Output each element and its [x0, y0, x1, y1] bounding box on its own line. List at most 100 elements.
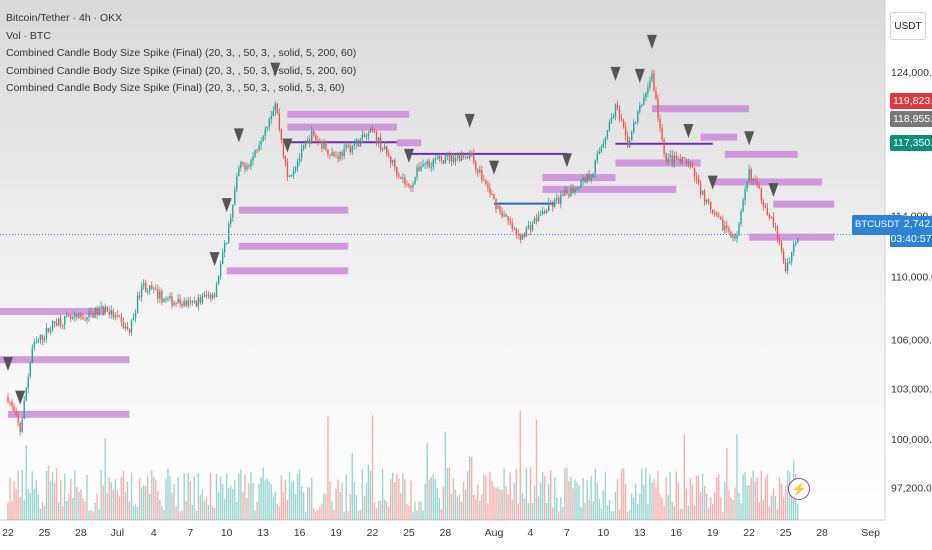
candle-body [195, 300, 198, 307]
candle-body [325, 141, 327, 150]
candle-body [258, 145, 260, 151]
volume-bar [754, 481, 756, 520]
price-tag-high: 119,823.5 [890, 93, 932, 109]
candle-body [643, 97, 645, 105]
volume-bar [49, 481, 52, 520]
spike-level-bar [238, 206, 349, 214]
candle-body [157, 289, 159, 299]
volume-bar [228, 487, 230, 520]
volume-bar [387, 506, 390, 520]
symbol-title[interactable]: Bitcoin/Tether · 4h · OKX [6, 12, 123, 24]
volume-bar [669, 471, 671, 520]
candle-body [602, 143, 605, 148]
candle-body [598, 151, 601, 154]
volume-bar [602, 490, 605, 520]
volume-bar [752, 470, 754, 520]
candle-body [197, 297, 200, 307]
volume-bar [748, 484, 750, 520]
volume-bar [681, 508, 684, 520]
volume-bar [475, 499, 477, 520]
volume-legend[interactable]: Vol · BTC [6, 29, 51, 42]
volume-bar [361, 469, 364, 520]
candle-body [57, 318, 60, 326]
volume-bar [11, 501, 13, 520]
volume-bar [460, 501, 463, 520]
candle-body [144, 282, 147, 292]
candle-body [736, 234, 738, 239]
candle-body [724, 225, 726, 231]
indicator-legend-1[interactable]: Combined Candle Body Size Spike (Final) … [6, 47, 357, 59]
candle-body [511, 222, 513, 229]
candle-body [610, 117, 613, 122]
triangle-down-icon [610, 66, 621, 81]
candle-body [778, 238, 781, 242]
volume-bar [390, 479, 392, 520]
volume-bar [726, 447, 728, 520]
volume-bar [495, 488, 497, 520]
indicator-legend-3[interactable]: Combined Candle Body Size Spike (Final) … [6, 82, 345, 94]
volume-bar [507, 494, 509, 520]
candle-body [797, 238, 799, 243]
candle-body [780, 241, 783, 252]
candle-body [560, 194, 562, 204]
candle-body [337, 156, 339, 160]
volume-bar [55, 468, 58, 520]
spike-level-bar [542, 174, 616, 182]
volume-bar [300, 486, 303, 520]
volume-bar [554, 477, 556, 520]
currency-button[interactable]: USDT [890, 12, 926, 40]
volume-bar [215, 474, 218, 520]
candle-body [716, 213, 718, 216]
candle-body [556, 197, 558, 200]
time-tick-label: 25 [39, 527, 51, 539]
candle-body [242, 162, 244, 165]
candle-body [228, 224, 230, 243]
candle-body [278, 113, 281, 130]
volume-bar [699, 491, 702, 520]
candle-body [171, 296, 173, 306]
candle-body [687, 161, 690, 164]
candle-body [377, 137, 380, 143]
volume-bar [304, 511, 307, 520]
volume-bar [82, 498, 84, 520]
price-axis-panel [885, 0, 932, 550]
volume-bar [53, 483, 56, 520]
volume-bar [448, 467, 451, 520]
volume-bar [292, 481, 295, 520]
volume-bar [705, 493, 708, 520]
candle-body [219, 263, 222, 276]
volume-bar [323, 493, 325, 520]
volume-bar [517, 503, 520, 520]
volume-bar [321, 503, 323, 520]
candle-body [396, 167, 398, 175]
indicator-legend-2[interactable]: Combined Candle Body Size Spike (Final) … [6, 64, 357, 77]
volume-bar [456, 496, 459, 520]
volume-bar [248, 483, 250, 520]
candle-body [618, 108, 621, 119]
candle-body [276, 103, 279, 114]
candle-body [786, 262, 789, 271]
candle-body [311, 130, 313, 144]
lightning-icon[interactable]: ⚡ [788, 478, 810, 500]
volume-bar [539, 482, 542, 520]
candle-body [584, 177, 586, 183]
volume-bar [19, 497, 21, 520]
spike-levels [0, 105, 835, 418]
candle-body [677, 158, 679, 160]
volume-bar [659, 493, 661, 520]
volume-bar [43, 505, 46, 520]
candle-body [345, 145, 347, 149]
candle-body [574, 189, 576, 192]
candle-body [675, 155, 677, 159]
volume-bar [47, 465, 50, 520]
candle-body [545, 210, 548, 213]
candle-body [795, 242, 797, 245]
candle-body [272, 110, 274, 116]
candle-body [313, 130, 315, 135]
volume-bar [592, 501, 594, 520]
triangle-down-icon [15, 390, 26, 405]
candle-body [651, 73, 653, 81]
volume-bar [219, 476, 222, 520]
volume-bar [74, 470, 76, 520]
candle-body [728, 228, 730, 232]
